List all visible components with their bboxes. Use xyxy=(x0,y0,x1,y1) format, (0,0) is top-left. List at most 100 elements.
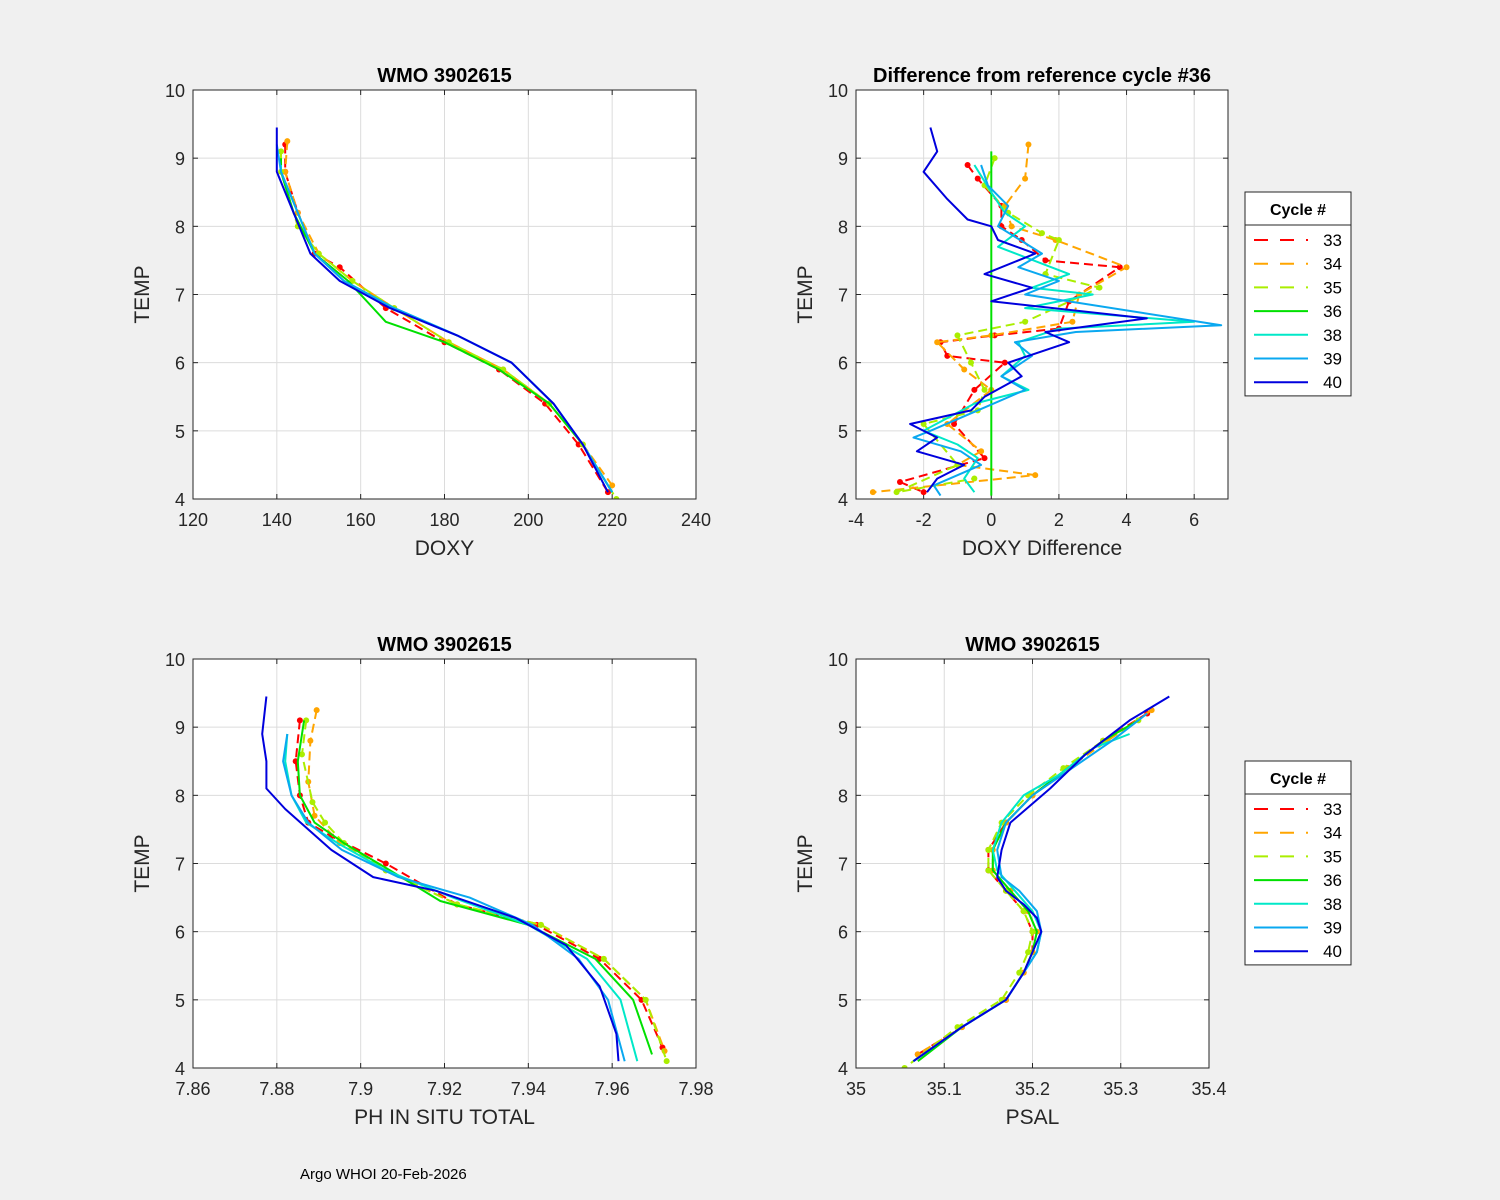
legend-label: 36 xyxy=(1323,302,1342,321)
axes-frame xyxy=(855,89,1229,500)
data-point-34 xyxy=(1025,141,1032,148)
x-tick-label: 240 xyxy=(681,510,711,530)
y-tick-label: 5 xyxy=(175,422,185,442)
legend-title: Cycle # xyxy=(1270,202,1326,219)
data-point-35 xyxy=(967,359,974,366)
data-point-33 xyxy=(951,421,958,428)
data-point-33 xyxy=(382,860,389,867)
y-tick-label: 6 xyxy=(838,354,848,374)
footer-label: Argo WHOI 20-Feb-2026 xyxy=(300,1166,467,1183)
y-tick-label: 5 xyxy=(838,991,848,1011)
legend-label: 40 xyxy=(1323,942,1342,961)
data-point-34 xyxy=(313,707,320,714)
chart-panel-3: 7.86 7.88 7.9 7.92 7.94 7.96 7.98 4 5 6 7 8 9 10 WMO 3… xyxy=(131,634,714,1129)
series-line-33 xyxy=(899,164,1121,494)
x-tick-label: 7.86 xyxy=(175,1079,210,1099)
x-tick-label: 7.92 xyxy=(427,1079,462,1099)
data-point-34 xyxy=(307,737,314,744)
series-line-38 xyxy=(922,164,1196,493)
chart-title: WMO 3902615 xyxy=(377,634,512,656)
x-tick-label: 220 xyxy=(597,510,627,530)
y-tick-label: 7 xyxy=(838,286,848,306)
data-point-35 xyxy=(1096,284,1103,291)
data-point-35 xyxy=(1025,949,1032,956)
data-point-34 xyxy=(609,482,616,489)
legend-label: 34 xyxy=(1323,255,1342,274)
legend-label: 33 xyxy=(1323,231,1342,250)
series-line-39 xyxy=(912,164,1223,497)
data-point-34 xyxy=(934,339,941,346)
y-tick-label: 8 xyxy=(838,786,848,806)
data-point-34 xyxy=(282,168,289,175)
x-tick-label: 160 xyxy=(346,510,376,530)
y-tick-label: 8 xyxy=(175,217,185,237)
series-group xyxy=(901,695,1170,1068)
x-tick-label: 2 xyxy=(1054,510,1064,530)
legend-box xyxy=(1244,191,1352,397)
data-point-33 xyxy=(920,489,927,496)
x-tick-label: 140 xyxy=(262,510,292,530)
series-line-36 xyxy=(296,720,653,1055)
data-point-35 xyxy=(1039,230,1045,237)
chart-title: Difference from reference cycle #36 xyxy=(873,65,1211,87)
axes-frame xyxy=(855,658,1210,1069)
x-tick-label: 0 xyxy=(986,510,996,530)
data-point-35 xyxy=(893,489,900,496)
series-group xyxy=(869,127,1223,497)
data-point-34 xyxy=(284,138,291,145)
series-line-35 xyxy=(895,157,1101,494)
data-point-33 xyxy=(964,161,971,168)
series-group xyxy=(261,696,670,1065)
x-tick-label: -2 xyxy=(916,510,932,530)
y-tick-label: 4 xyxy=(838,490,848,510)
data-point-35 xyxy=(985,867,992,874)
x-tick-label: 6 xyxy=(1189,510,1199,530)
series-line-36 xyxy=(280,158,614,493)
legend-label: 35 xyxy=(1323,278,1342,297)
x-tick-label: 180 xyxy=(429,510,459,530)
y-tick-label: 10 xyxy=(828,81,848,101)
y-tick-label: 9 xyxy=(175,149,185,169)
data-point-33 xyxy=(1042,257,1049,264)
y-tick-label: 7 xyxy=(838,855,848,875)
series-line-40 xyxy=(275,127,609,493)
x-tick-label: 7.98 xyxy=(678,1079,713,1099)
data-point-33 xyxy=(296,717,303,724)
y-tick-label: 4 xyxy=(838,1059,848,1079)
data-point-35 xyxy=(901,1065,908,1068)
data-point-34 xyxy=(311,812,318,819)
y-tick-label: 9 xyxy=(838,149,848,169)
y-tick-label: 10 xyxy=(165,650,185,670)
chart-panel-1: 120 140 160 180 200 220 240 4 5 6 7 8 9 10 WMO 3902615… xyxy=(131,65,711,560)
x-tick-label: 35 xyxy=(846,1079,866,1099)
y-tick-label: 9 xyxy=(838,718,848,738)
data-point-33 xyxy=(896,478,903,485)
y-tick-label: 6 xyxy=(175,923,185,943)
y-tick-label: 7 xyxy=(175,286,185,306)
series-line-40 xyxy=(909,127,1148,493)
data-point-35 xyxy=(309,799,316,806)
data-point-34 xyxy=(1123,264,1130,271)
legend-label: 39 xyxy=(1323,350,1342,369)
y-tick-label: 7 xyxy=(175,855,185,875)
x-tick-label: 35.3 xyxy=(1103,1079,1138,1099)
x-tick-label: 4 xyxy=(1122,510,1132,530)
chart-panel-2: -4 -2 0 2 4 6 4 5 6 7 8 9 10 Difference from referenc… xyxy=(794,65,1352,560)
data-point-34 xyxy=(1022,175,1029,182)
axes-frame xyxy=(192,658,697,1069)
y-tick-label: 4 xyxy=(175,490,185,510)
legend: Cycle # 33 34 35 36 38 39 40 xyxy=(1244,760,1352,966)
data-point-35 xyxy=(613,496,620,499)
series-line-40 xyxy=(912,695,1170,1063)
data-point-34 xyxy=(1069,318,1076,325)
legend-label: 40 xyxy=(1323,373,1342,392)
x-tick-label: 7.88 xyxy=(259,1079,294,1099)
y-tick-label: 5 xyxy=(838,422,848,442)
data-point-33 xyxy=(974,175,981,182)
series-line-40 xyxy=(261,696,620,1062)
data-point-35 xyxy=(642,996,649,1003)
data-point-35 xyxy=(1029,928,1036,935)
data-point-35 xyxy=(971,475,978,482)
data-point-33 xyxy=(575,441,582,448)
